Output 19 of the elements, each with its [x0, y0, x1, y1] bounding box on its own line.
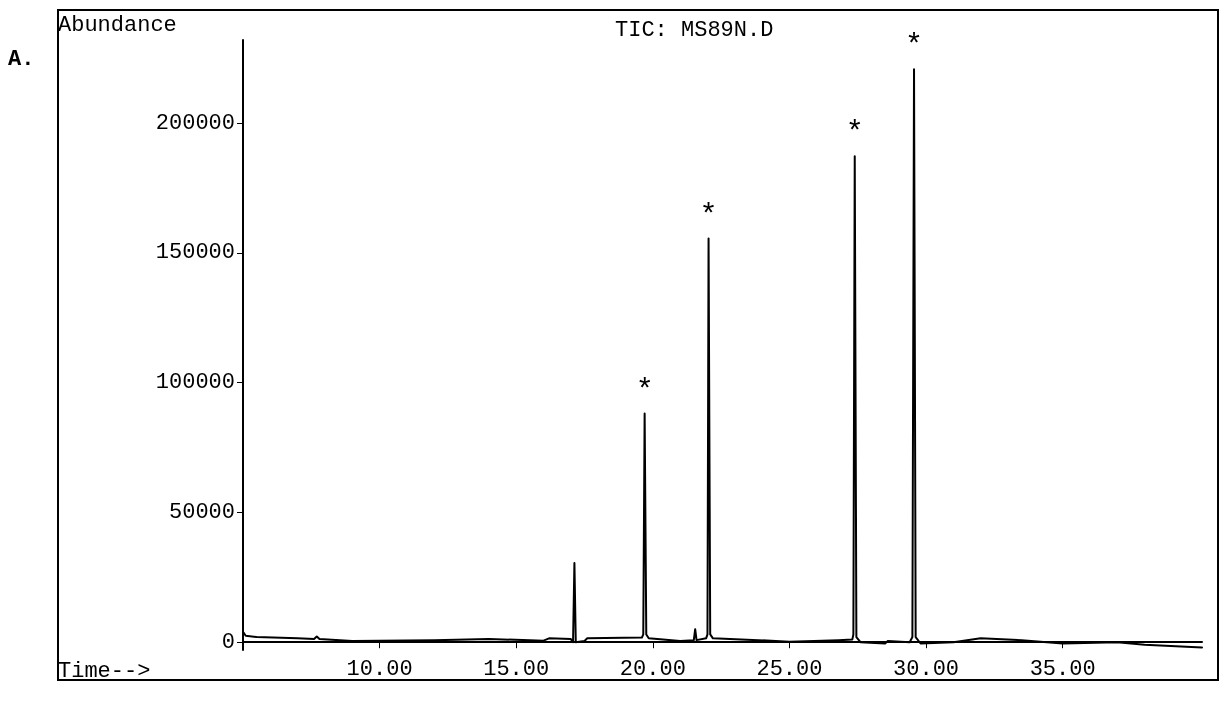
x-tick-label: 35.00: [1029, 656, 1096, 682]
x-tick-label: 20.00: [619, 656, 686, 682]
x-tick-label: 30.00: [893, 656, 960, 682]
annotation: *: [905, 29, 924, 64]
text: A.: [8, 46, 35, 72]
annotation: *: [845, 116, 864, 151]
annotation: *: [699, 198, 718, 233]
annotation: *: [635, 373, 654, 408]
y-tick-label: 150000: [155, 240, 235, 266]
y-tick-label: 200000: [155, 110, 235, 136]
x-tick-label: 15.00: [483, 656, 550, 682]
y-tick-label: 50000: [168, 499, 235, 525]
x-axis-title: Time-->: [58, 658, 151, 684]
y-axis-title: Abundance: [58, 12, 177, 38]
y-tick-label: 0: [221, 629, 235, 655]
x-tick-label: 10.00: [346, 656, 413, 682]
y-tick-label: 100000: [155, 370, 235, 396]
chart-title: TIC: MS89N.D: [615, 17, 774, 43]
x-tick-label: 25.00: [756, 656, 823, 682]
